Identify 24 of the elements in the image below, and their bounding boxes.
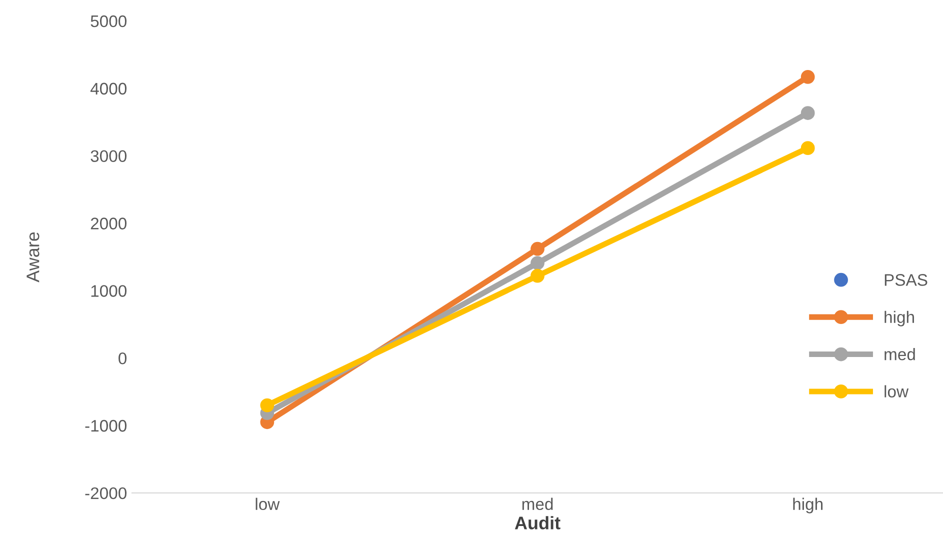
legend-label: PSAS xyxy=(884,274,928,286)
y-tick-label: 3000 xyxy=(90,150,127,162)
x-tick-label: med xyxy=(522,498,553,510)
point xyxy=(800,70,815,84)
x-tick-label: low xyxy=(256,498,280,510)
y-tick-label: 1000 xyxy=(91,285,127,297)
y-tick-label: 4000 xyxy=(90,82,127,95)
x-axis-title: Audit xyxy=(514,516,560,530)
point xyxy=(800,106,815,120)
point xyxy=(530,242,544,256)
y-tick-label: -2000 xyxy=(85,487,127,500)
legend-label: low xyxy=(884,385,909,398)
y-tick-label: 5000 xyxy=(90,15,127,28)
point xyxy=(530,268,544,283)
y-axis-title: Aware xyxy=(26,232,40,282)
y-tick-label: 0 xyxy=(118,352,127,364)
point xyxy=(260,398,274,412)
point xyxy=(530,256,544,270)
point xyxy=(800,141,815,156)
legend-label: high xyxy=(884,310,914,326)
legend-label: med xyxy=(884,348,915,360)
y-tick-label: 2000 xyxy=(90,218,127,230)
y-tick-label: -1000 xyxy=(85,420,127,432)
x-tick-label: high xyxy=(793,498,823,514)
